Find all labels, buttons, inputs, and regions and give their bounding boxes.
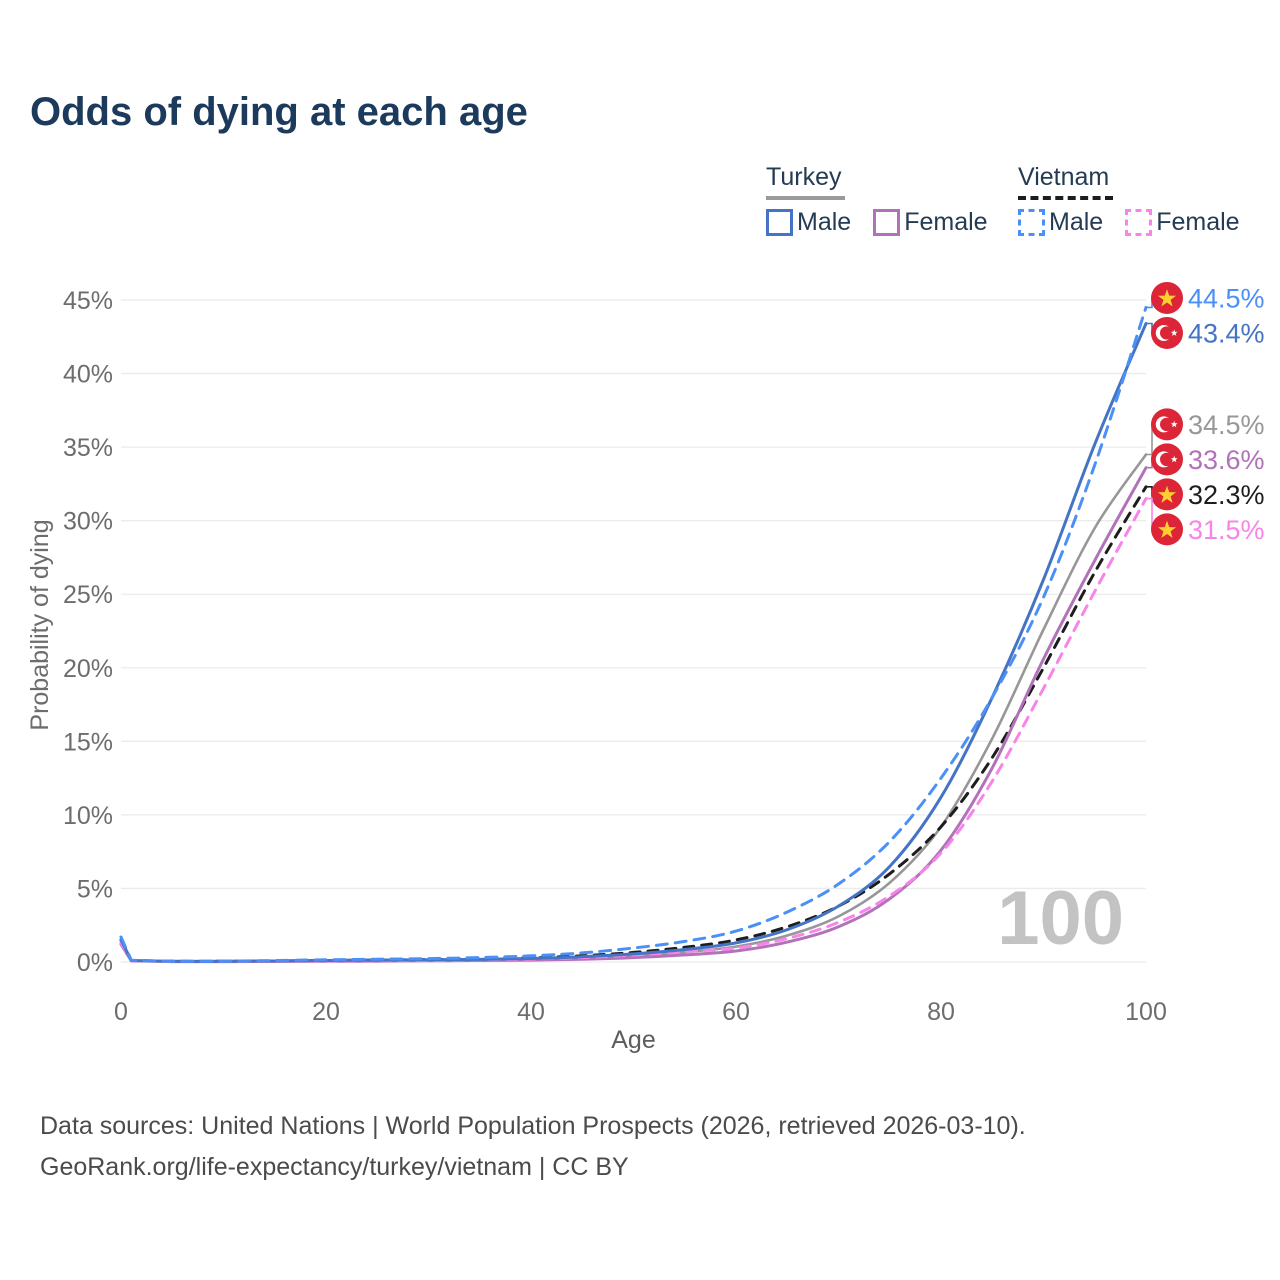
legend-vietnam-row: Male Female <box>1018 208 1262 237</box>
end-label-vietnam_male[interactable]: 44.5% <box>1151 281 1265 314</box>
legend-turkey-title[interactable]: Turkey <box>766 163 846 200</box>
end-label-value-turkey_male: 43.4% <box>1188 318 1265 348</box>
y-axis-title: Probability of dying <box>26 519 54 730</box>
end-label-connector-vietnam_female <box>1146 497 1153 531</box>
line-vietnam_all[interactable] <box>119 485 1148 963</box>
vietnam-male-swatch-icon[interactable] <box>1018 209 1045 236</box>
x-tick-label-100: 100 <box>1125 998 1167 1026</box>
line-turkey_all[interactable] <box>119 453 1148 963</box>
legend-vietnam-title[interactable]: Vietnam <box>1018 163 1114 200</box>
y-tick-label-15: 15% <box>63 728 113 756</box>
legend-turkey-row: Male Female <box>766 208 1010 237</box>
y-tick-label-0: 0% <box>77 949 113 977</box>
legend-turkey-female-label[interactable]: Female <box>904 208 988 236</box>
end-label-turkey_male[interactable]: 43.4% <box>1151 316 1265 349</box>
x-axis-title: Age <box>611 1026 655 1054</box>
line-turkey_female[interactable] <box>119 466 1148 964</box>
end-label-value-vietnam_female: 31.5% <box>1188 515 1265 545</box>
y-tick-label-40: 40% <box>63 361 113 389</box>
y-tick-label-45: 45% <box>63 287 113 315</box>
end-label-turkey_all[interactable]: 34.5% <box>1151 408 1265 441</box>
turkey-flag-icon <box>1151 316 1183 349</box>
end-label-vietnam_female[interactable]: 31.5% <box>1151 513 1265 546</box>
vietnam-flag-icon <box>1151 478 1183 511</box>
x-tick-label-40: 40 <box>517 998 545 1026</box>
end-label-vietnam_all[interactable]: 32.3% <box>1151 478 1265 511</box>
y-tick-label-5: 5% <box>77 875 113 903</box>
turkey-female-swatch-icon[interactable] <box>873 209 901 236</box>
line-vietnam_female[interactable] <box>119 497 1148 963</box>
legend-turkey-male-label[interactable]: Male <box>797 208 852 236</box>
turkey-flag-icon <box>1151 443 1183 476</box>
y-tick-label-30: 30% <box>63 508 113 536</box>
page-title: Odds of dying at each age <box>30 90 528 134</box>
end-label-value-turkey_female: 33.6% <box>1188 445 1265 475</box>
x-tick-label-20: 20 <box>312 998 340 1026</box>
y-tick-label-35: 35% <box>63 434 113 462</box>
turkey-male-swatch-icon[interactable] <box>766 209 793 236</box>
legend-group-vietnam: Vietnam Male Female <box>1018 163 1262 237</box>
footer-data-sources: Data sources: United Nations | World Pop… <box>40 1112 1026 1140</box>
y-tick-label-25: 25% <box>63 581 113 609</box>
chart-legend: Turkey Male Female Vietnam Male Female <box>0 163 1280 243</box>
legend-vietnam-male-label[interactable]: Male <box>1049 208 1104 236</box>
end-label-value-turkey_all: 34.5% <box>1188 410 1265 440</box>
vietnam-flag-icon <box>1151 281 1183 314</box>
y-tick-label-20: 20% <box>63 655 113 683</box>
end-label-connector-turkey_all <box>1146 423 1153 456</box>
line-vietnam_male[interactable] <box>119 305 1148 963</box>
chart-footer: Data sources: United Nations | World Pop… <box>40 1106 1026 1188</box>
turkey-flag-icon <box>1151 408 1183 441</box>
legend-group-turkey: Turkey Male Female <box>766 163 1010 237</box>
x-tick-label-60: 60 <box>722 998 750 1026</box>
end-label-value-vietnam_all: 32.3% <box>1188 480 1265 510</box>
end-label-turkey_female[interactable]: 33.6% <box>1151 443 1265 476</box>
line-turkey_male[interactable] <box>119 322 1148 963</box>
footer-attribution: GeoRank.org/life-expectancy/turkey/vietn… <box>40 1153 629 1181</box>
vietnam-female-swatch-icon[interactable] <box>1125 209 1153 236</box>
vietnam-flag-icon <box>1151 513 1183 546</box>
x-tick-label-80: 80 <box>927 998 955 1026</box>
age-watermark: 100 <box>997 876 1124 961</box>
x-tick-label-0: 0 <box>114 998 128 1026</box>
end-label-value-vietnam_male: 44.5% <box>1188 283 1265 313</box>
y-tick-label-10: 10% <box>63 802 113 830</box>
legend-vietnam-female-label[interactable]: Female <box>1156 208 1240 236</box>
